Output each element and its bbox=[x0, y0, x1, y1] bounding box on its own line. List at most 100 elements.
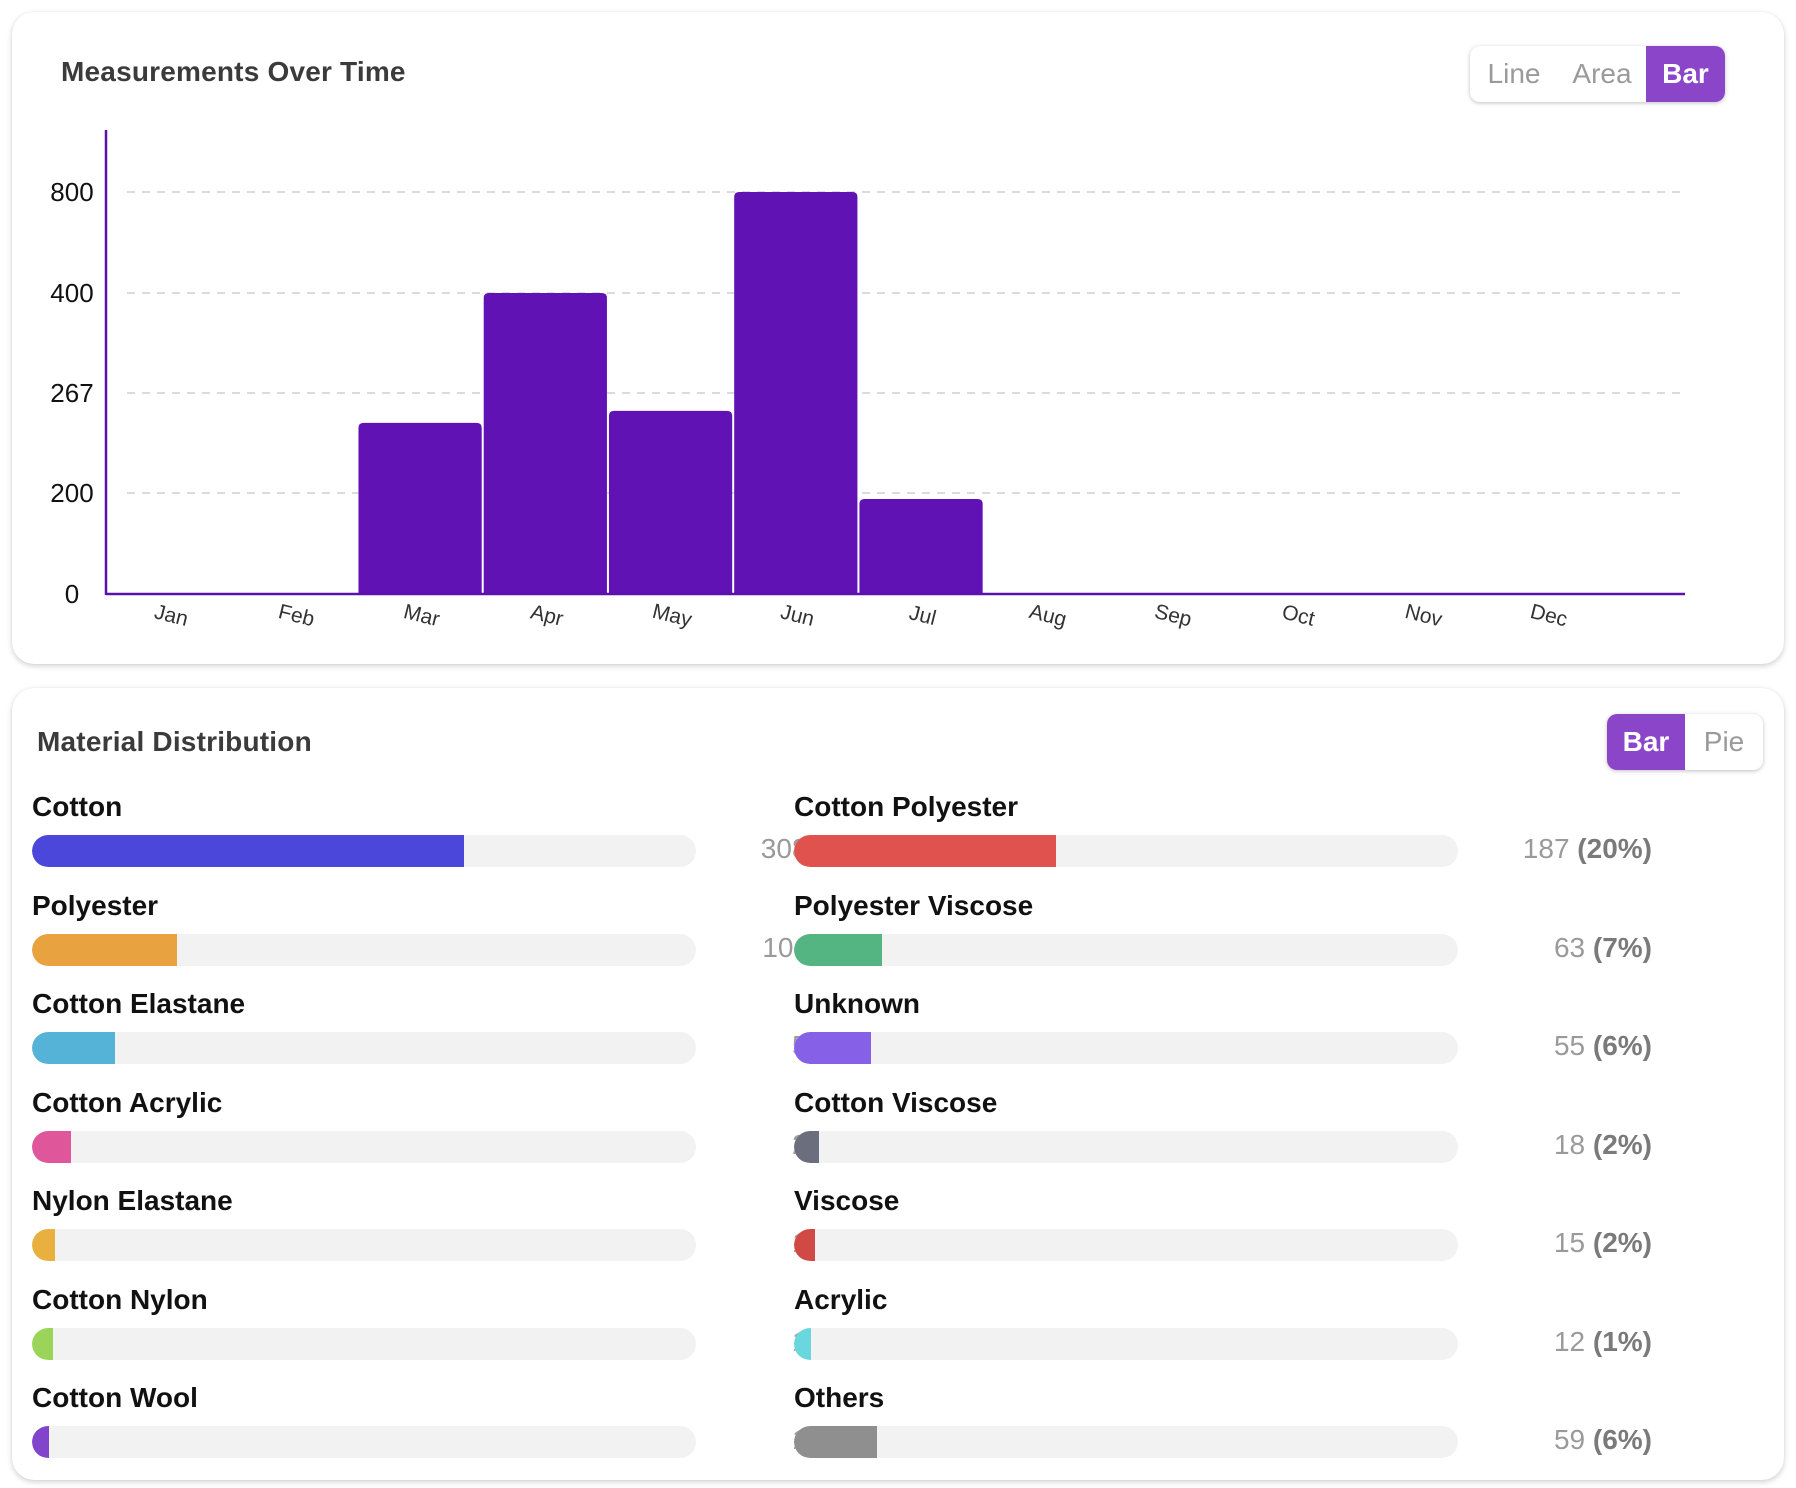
material-bar-track bbox=[32, 1426, 696, 1458]
material-bar-button[interactable]: Bar bbox=[1607, 714, 1685, 770]
material-bar-fill bbox=[32, 1032, 115, 1064]
material-bar-track bbox=[32, 1229, 696, 1261]
material-percent: (6%) bbox=[1592, 1030, 1652, 1061]
material-bar-fill bbox=[794, 835, 1057, 867]
material-bar-track bbox=[794, 1032, 1458, 1064]
material-percent: (6%) bbox=[1592, 1424, 1652, 1455]
material-value: 59 (6%) bbox=[1554, 1424, 1652, 1456]
material-label: Nylon Elastane bbox=[32, 1185, 233, 1216]
material-bar-fill bbox=[32, 1130, 72, 1163]
material-value: 15 (2%) bbox=[1554, 1227, 1652, 1259]
x-tick-label: Sep bbox=[1152, 600, 1194, 631]
material-bar-fill bbox=[794, 1130, 820, 1163]
material-bar-track bbox=[794, 835, 1458, 867]
material-value: 55 (6%) bbox=[1554, 1030, 1652, 1062]
y-tick-label: 267 bbox=[50, 378, 93, 408]
material-bar-track bbox=[32, 835, 696, 867]
material-bar-fill bbox=[32, 1426, 49, 1458]
x-tick-label: Jan bbox=[152, 600, 190, 631]
material-percent: (20%) bbox=[1577, 833, 1652, 864]
material-label: Cotton Elastane bbox=[32, 988, 246, 1019]
measurements-bar-chart: 0 200 267 400 800 Jan Feb Mar Apr May Jun Jul Aug Sep… bbox=[50, 130, 1685, 632]
x-tick-label: Apr bbox=[528, 601, 565, 631]
material-bar-fill bbox=[32, 1327, 53, 1360]
material-bar-fill bbox=[794, 1327, 811, 1360]
x-tick-label: Aug bbox=[1027, 600, 1069, 631]
material-bar-track bbox=[794, 1327, 1458, 1360]
bar-may[interactable] bbox=[608, 410, 733, 594]
material-title: Material Distribution bbox=[37, 726, 312, 757]
material-percent: (2%) bbox=[1592, 1227, 1652, 1258]
view-line-button[interactable]: Line bbox=[1487, 58, 1541, 89]
measurements-view-toggle: Line Area Bar bbox=[1470, 46, 1725, 102]
material-label: Others bbox=[794, 1382, 885, 1413]
material-bar-track bbox=[794, 1426, 1458, 1458]
material-label: Cotton Wool bbox=[32, 1382, 198, 1413]
x-tick-label: Mar bbox=[401, 600, 442, 631]
material-bar-track bbox=[794, 1229, 1458, 1261]
material-percent: (1%) bbox=[1592, 1325, 1652, 1357]
material-value: 63 (7%) bbox=[1554, 932, 1652, 964]
material-bar-track bbox=[794, 933, 1458, 966]
material-item-cotton-viscose: Cotton Viscose 18 (2%) bbox=[794, 1087, 1652, 1185]
y-tick-label: 800 bbox=[50, 177, 93, 207]
material-item-acrylic: Acrylic 12 (1%) bbox=[794, 1284, 1652, 1382]
material-count: 63 bbox=[1553, 931, 1586, 963]
material-count: 187 bbox=[1522, 833, 1570, 864]
material-bar-track bbox=[32, 1327, 696, 1360]
material-value: 12 (1%) bbox=[1554, 1326, 1652, 1358]
view-bar-button[interactable]: Bar bbox=[1646, 46, 1725, 102]
material-label: Acrylic bbox=[794, 1283, 888, 1315]
material-count: 18 bbox=[1553, 1128, 1586, 1160]
material-label: Polyester bbox=[32, 889, 159, 921]
material-bar-fill bbox=[32, 835, 464, 867]
x-tick-label: May bbox=[650, 600, 695, 632]
material-percent: (7%) bbox=[1592, 931, 1652, 963]
x-tick-label: Jul bbox=[907, 601, 939, 630]
material-bar-fill bbox=[32, 933, 177, 966]
material-item-polyester-viscose: Polyester Viscose 63 (7%) bbox=[794, 890, 1652, 988]
material-distribution-card: Material Distribution Bar Pie Cotton 308 … bbox=[12, 688, 1784, 1480]
bar-jul[interactable] bbox=[859, 499, 983, 594]
material-item-cotton-nylon: Cotton Nylon15 (2%) bbox=[32, 1284, 890, 1382]
x-tick-label: Jun bbox=[778, 600, 816, 631]
material-bar-fill bbox=[794, 1229, 815, 1261]
y-tick-label: 0 bbox=[65, 579, 79, 609]
material-bar-track bbox=[32, 933, 696, 966]
material-count: 15 bbox=[1553, 1227, 1586, 1258]
material-item-viscose: Viscose 15 (2%) bbox=[794, 1185, 1652, 1283]
material-item-cotton-elastane: Cotton Elastane59 (6%) bbox=[32, 988, 890, 1086]
material-label: Polyester Viscose bbox=[794, 889, 1034, 921]
material-pie-button[interactable]: Pie bbox=[1703, 726, 1745, 757]
material-label: Cotton bbox=[32, 791, 123, 822]
material-bar-fill bbox=[32, 1229, 55, 1261]
material-bar-track bbox=[32, 1130, 696, 1163]
material-bar-fill bbox=[794, 933, 883, 966]
bar-apr[interactable] bbox=[483, 293, 607, 594]
x-tick-label: Feb bbox=[276, 600, 317, 631]
measurements-title: Measurements Over Time bbox=[61, 56, 406, 87]
material-label: Viscose bbox=[794, 1185, 900, 1216]
material-bar-track bbox=[32, 1032, 696, 1064]
material-label: Cotton Nylon bbox=[32, 1283, 208, 1315]
material-value: 18 (2%) bbox=[1554, 1129, 1652, 1161]
material-label: Cotton Viscose bbox=[794, 1086, 998, 1118]
material-count: 55 bbox=[1553, 1030, 1586, 1061]
material-item-unknown: Unknown 55 (6%) bbox=[794, 988, 1652, 1086]
material-view-toggle: Bar Pie bbox=[1607, 714, 1763, 770]
material-count: 59 bbox=[1553, 1424, 1586, 1455]
material-bar-fill bbox=[794, 1426, 877, 1458]
material-item-cotton-polyester: Cotton Polyester 187 (20%) bbox=[794, 791, 1652, 889]
material-label: Cotton Acrylic bbox=[32, 1086, 223, 1118]
material-label: Unknown bbox=[794, 988, 920, 1019]
view-area-button[interactable]: Area bbox=[1572, 58, 1632, 89]
bar-jun[interactable] bbox=[734, 192, 858, 594]
y-tick-label: 400 bbox=[50, 278, 93, 308]
material-item-cotton-wool: Cotton Wool12 (1%) bbox=[32, 1382, 890, 1480]
x-tick-label: Oct bbox=[1280, 601, 1317, 631]
bar-mar[interactable] bbox=[358, 422, 482, 594]
x-tick-label: Nov bbox=[1403, 600, 1445, 631]
material-item-nylon-elastane: Nylon Elastane16 (2%) bbox=[32, 1185, 890, 1283]
material-count: 12 bbox=[1553, 1325, 1586, 1357]
